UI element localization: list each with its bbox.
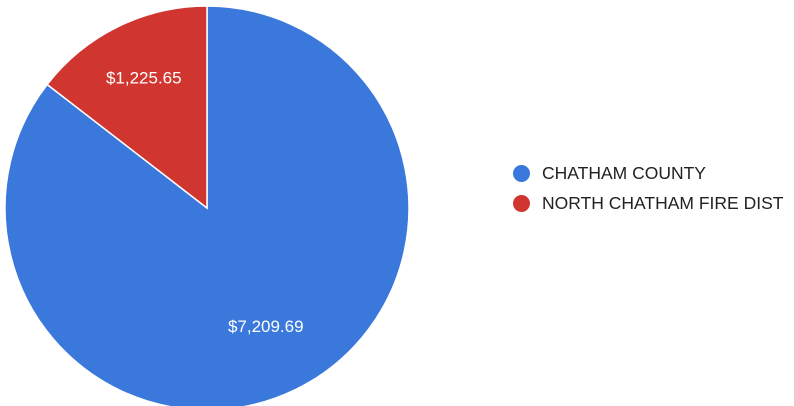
legend-label-north-chatham-fire-dist: NORTH CHATHAM FIRE DIST [542, 193, 784, 213]
legend-item-chatham-county: CHATHAM COUNTY [512, 163, 792, 184]
pie-slice-north-chatham-fire-dist [46, 5, 208, 210]
legend-swatch-north-chatham-fire-dist [513, 195, 530, 212]
pie-label-chatham-county: $7,209.69 [228, 317, 304, 336]
legend-swatch-chatham-county [513, 165, 530, 182]
legend: CHATHAM COUNTY NORTH CHATHAM FIRE DIST [512, 163, 792, 223]
legend-item-north-chatham-fire-dist: NORTH CHATHAM FIRE DIST [512, 193, 792, 214]
pie-label-north-chatham-fire-dist: $1,225.65 [106, 69, 182, 88]
legend-label-chatham-county: CHATHAM COUNTY [542, 163, 706, 183]
